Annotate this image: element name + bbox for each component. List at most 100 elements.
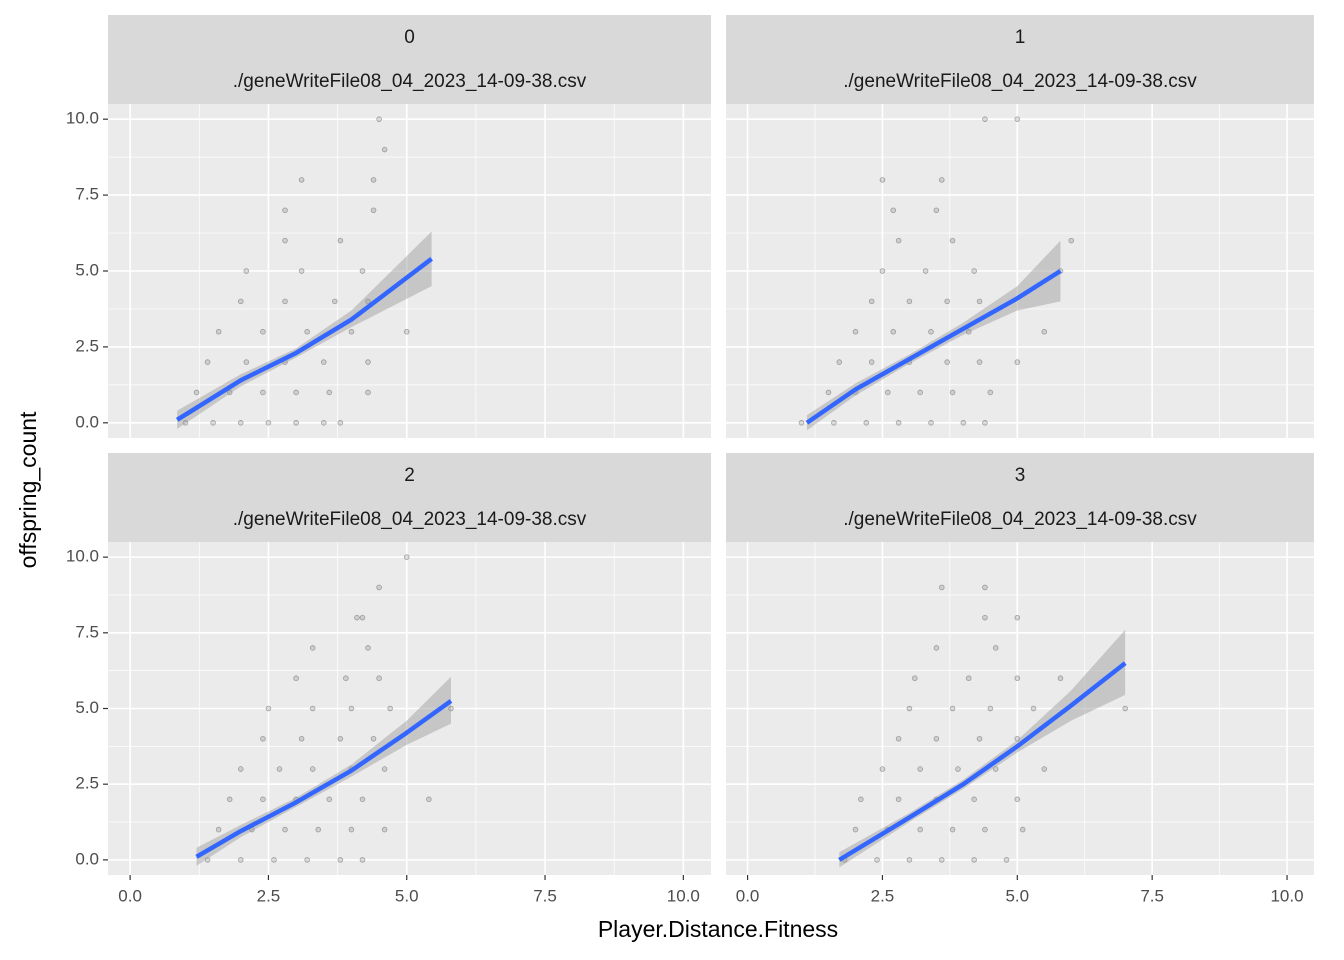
point <box>982 614 988 621</box>
point <box>906 857 913 863</box>
point <box>348 826 355 833</box>
point <box>215 826 222 833</box>
point <box>260 735 266 742</box>
point <box>359 796 366 803</box>
point <box>971 268 977 274</box>
point <box>365 389 371 396</box>
point <box>337 237 344 244</box>
point <box>933 207 940 214</box>
point <box>1014 675 1021 682</box>
point <box>1014 116 1021 122</box>
point <box>949 826 956 833</box>
point <box>836 359 843 365</box>
point <box>938 177 945 183</box>
x-tick-label: 0.0 <box>736 886 760 905</box>
facet-strip <box>108 15 711 104</box>
facet-title: 2 <box>404 465 415 486</box>
point <box>976 359 983 365</box>
point <box>260 389 266 396</box>
y-tick-label: 2.5 <box>75 774 99 793</box>
point <box>204 857 211 863</box>
point <box>226 796 233 803</box>
y-tick-label: 5.0 <box>75 260 99 279</box>
point <box>890 207 897 214</box>
point <box>260 328 266 335</box>
point <box>381 766 388 772</box>
point <box>282 237 288 244</box>
point <box>210 420 216 426</box>
point <box>879 177 886 183</box>
x-tick-label: 10.0 <box>667 886 700 905</box>
point <box>403 328 410 335</box>
point <box>976 298 983 305</box>
point <box>831 420 837 426</box>
y-tick-label: 10.0 <box>66 109 99 128</box>
facet-subtitle: ./geneWriteFile08_04_2023_14-09-38.csv <box>843 509 1197 530</box>
point <box>852 328 859 335</box>
point <box>1041 328 1048 335</box>
point <box>1041 766 1048 772</box>
point <box>348 705 355 712</box>
point <box>895 420 902 426</box>
point <box>858 796 864 803</box>
fit-line <box>175 257 433 422</box>
point <box>309 645 316 651</box>
point <box>348 328 355 335</box>
y-tick-label: 0.0 <box>75 849 99 868</box>
point <box>885 389 891 396</box>
point <box>917 766 924 772</box>
point <box>293 420 299 426</box>
point <box>426 796 432 803</box>
point <box>976 735 983 742</box>
point <box>982 826 988 833</box>
point <box>928 420 934 426</box>
point <box>237 298 244 305</box>
point <box>370 735 377 742</box>
point <box>315 826 322 833</box>
point <box>798 420 805 426</box>
point <box>874 857 880 863</box>
point <box>326 796 333 803</box>
point <box>282 298 288 305</box>
y-axis-title: offspring_count <box>15 411 41 568</box>
facet-subtitle: ./geneWriteFile08_04_2023_14-09-38.csv <box>843 71 1197 92</box>
point <box>381 826 388 833</box>
point <box>376 675 382 682</box>
point <box>337 857 344 863</box>
x-tick-label: 2.5 <box>871 886 895 905</box>
point <box>938 584 945 591</box>
facet-strip <box>108 453 711 542</box>
point <box>1014 735 1021 742</box>
point <box>260 796 266 803</box>
point <box>326 389 333 396</box>
point <box>944 359 950 365</box>
point <box>982 116 988 122</box>
x-tick-label: 2.5 <box>257 886 281 905</box>
facet-title: 1 <box>1015 27 1026 48</box>
point <box>243 359 250 365</box>
fit-line <box>838 661 1127 862</box>
x-tick-label: 7.5 <box>1140 886 1164 905</box>
y-tick-label: 7.5 <box>75 185 99 204</box>
point <box>376 584 382 591</box>
point <box>293 675 299 682</box>
point <box>906 298 913 305</box>
point <box>387 705 393 712</box>
point <box>1122 705 1128 712</box>
point <box>868 298 875 305</box>
point <box>868 359 875 365</box>
point <box>376 116 382 122</box>
point <box>965 675 972 682</box>
y-tick-label: 10.0 <box>66 547 99 566</box>
facet-title: 0 <box>404 27 415 48</box>
x-tick-label: 7.5 <box>533 886 557 905</box>
point <box>354 614 360 621</box>
point <box>1014 614 1021 621</box>
point <box>879 766 886 772</box>
point <box>370 207 377 214</box>
x-tick-label: 5.0 <box>395 886 419 905</box>
point <box>895 796 902 803</box>
point <box>337 735 344 742</box>
point <box>271 857 277 863</box>
x-tick-label: 0.0 <box>118 886 142 905</box>
